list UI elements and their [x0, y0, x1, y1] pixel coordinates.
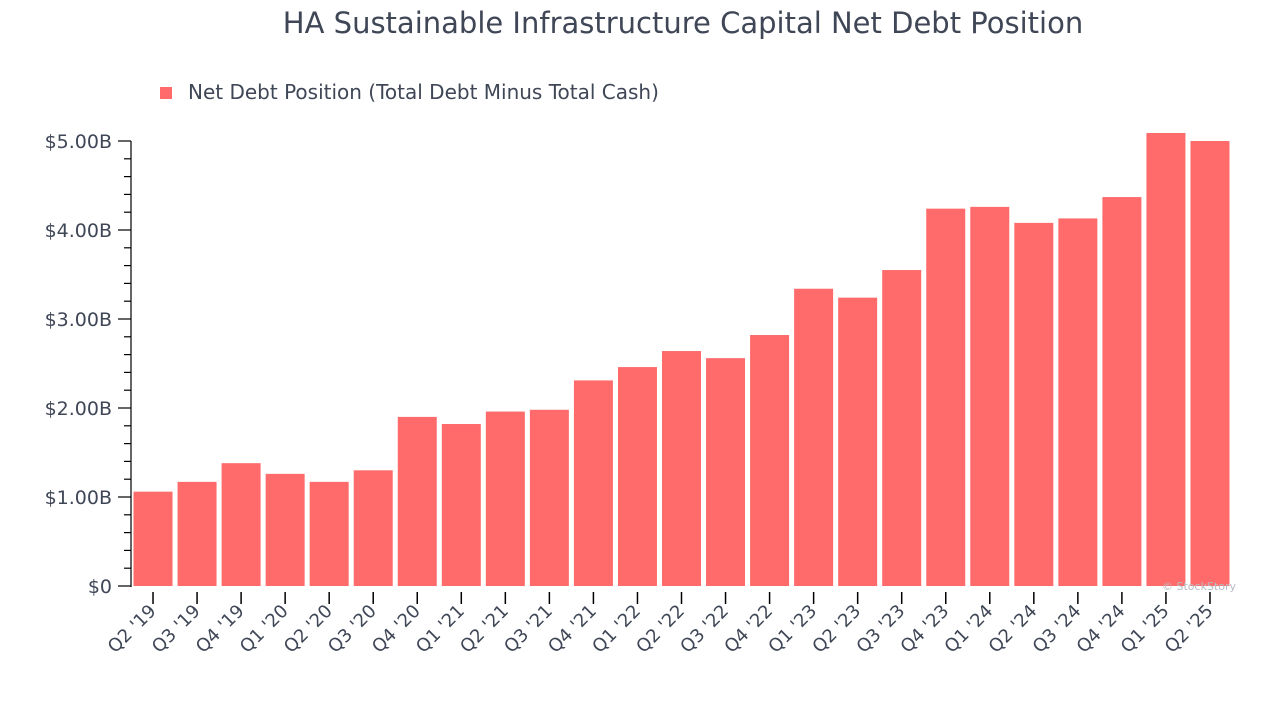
bar: [794, 288, 834, 586]
x-tick-label: Q1 '24: [941, 601, 998, 658]
x-tick-label: Q2 '23: [808, 601, 865, 658]
bar: [882, 270, 922, 586]
bar: [309, 481, 349, 586]
x-tick-label: Q4 '22: [720, 601, 777, 658]
bars: [133, 132, 1230, 587]
x-tick-label: Q1 '21: [412, 601, 469, 658]
bar: [1102, 197, 1142, 586]
x-tick-label: Q2 '24: [985, 601, 1042, 658]
x-tick-label: Q4 '20: [368, 601, 425, 658]
x-tick-label: Q3 '21: [500, 601, 557, 658]
watermark: © StockStory: [1162, 580, 1236, 593]
bar: [573, 380, 613, 586]
bar: [221, 463, 261, 586]
x-tick-label: Q2 '25: [1161, 601, 1218, 658]
x-tick-label: Q4 '21: [544, 601, 601, 658]
bar: [926, 208, 966, 586]
bar: [353, 470, 393, 586]
bar: [397, 416, 437, 586]
x-tick-label: Q3 '23: [853, 601, 910, 658]
bar: [177, 481, 217, 586]
x-tick-label: Q3 '24: [1029, 601, 1086, 658]
bar: [838, 297, 878, 586]
x-tick-label: Q4 '24: [1073, 601, 1130, 658]
chart-title: HA Sustainable Infrastructure Capital Ne…: [283, 6, 1083, 40]
bar: [706, 358, 746, 586]
bar: [1058, 218, 1098, 586]
x-tick-label: Q1 '23: [764, 601, 821, 658]
x-tick-label: Q1 '25: [1117, 601, 1174, 658]
x-tick-label: Q2 '21: [456, 601, 513, 658]
y-tick-label: $4.00B: [45, 220, 112, 242]
bar: [133, 491, 173, 586]
x-tick-label: Q2 '19: [104, 601, 161, 658]
y-tick-label: $3.00B: [45, 309, 112, 331]
x-tick-label: Q2 '20: [280, 601, 337, 658]
bar: [970, 206, 1010, 587]
y-tick-label: $0: [88, 576, 112, 598]
y-tick-label: $1.00B: [45, 487, 112, 509]
bar: [750, 335, 790, 586]
x-tick-label: Q4 '19: [192, 601, 249, 658]
bar: [662, 351, 701, 586]
y-tick-label: $2.00B: [45, 398, 112, 420]
bar: [1014, 222, 1054, 586]
bar: [529, 409, 569, 586]
x-tick-label: Q4 '23: [897, 601, 954, 658]
x-tick-label: Q3 '19: [148, 601, 205, 658]
bar: [617, 367, 657, 586]
bar: [485, 411, 525, 586]
legend-swatch: [160, 87, 172, 99]
x-tick-label: Q1 '22: [588, 601, 645, 658]
bar: [1190, 141, 1230, 586]
x-tick-label: Q1 '20: [236, 601, 293, 658]
bar: [265, 473, 305, 586]
x-tick-label: Q3 '20: [324, 601, 381, 658]
legend-label: Net Debt Position (Total Debt Minus Tota…: [188, 80, 659, 104]
bar: [441, 424, 481, 586]
y-tick-label: $5.00B: [45, 131, 112, 153]
bar: [1146, 132, 1186, 587]
x-tick-label: Q2 '22: [632, 601, 689, 658]
x-tick-label: Q3 '22: [676, 601, 733, 658]
y-axis: $0 $1.00B $2.00B $3.00B $4.00B $5.00B: [45, 131, 132, 598]
